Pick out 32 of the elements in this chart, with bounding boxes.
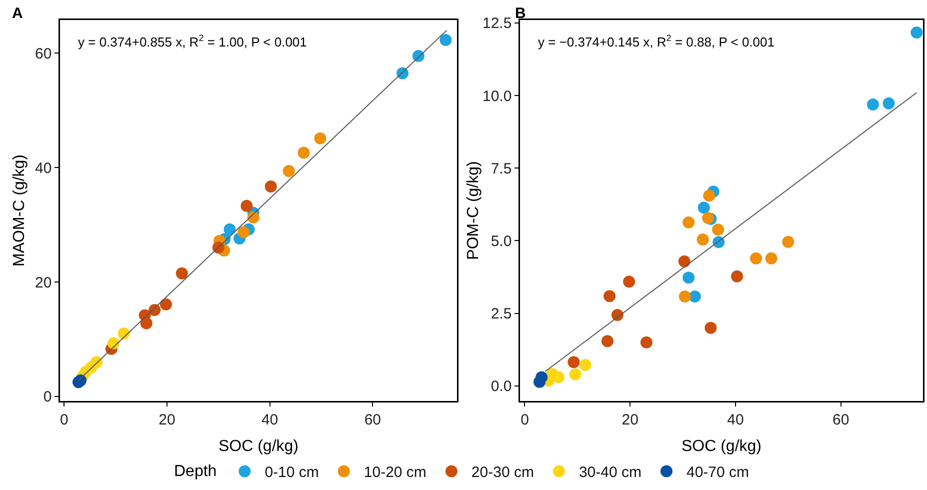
x-tick-label: 40 [261,411,278,428]
x-tick-label: 60 [832,411,850,428]
x-tick-label: 20 [622,411,638,428]
x-axis-title: SOC (g/kg) [218,438,299,455]
x-tick-label: 0 [520,411,529,428]
y-axis-title: POM-C (g/kg) [465,161,482,260]
x-axis-title: SOC (g/kg) [681,438,762,455]
y-tick-label: 2.5 [490,306,512,323]
x-tick-label: 40 [727,411,744,428]
y-tick-label: 60 [35,45,52,62]
y-tick-label: 20 [35,274,52,292]
y-tick-label: 0 [43,388,52,406]
y-tick-label: 7.5 [490,160,512,178]
y-tick-label: 10.0 [482,88,512,105]
legend-label: 0-10 cm [264,464,319,482]
legend-label: 40-70 cm [686,464,750,482]
x-tick-label: 60 [364,411,382,428]
legend-label: 30-40 cm [578,464,642,482]
annotation: y = −0.374+0.145 x, R$^{2}$ = 0.88, P < 0.001 [538,33,774,50]
legend-title: Depth [174,462,217,480]
annotation: y = 0.374+0.855 x, R$^{2}$ = 1.00, P < 0.001 [78,33,307,50]
chart-title: A [12,4,23,22]
legend-label: 10-20 cm [364,464,426,482]
x-tick-label: 0 [60,411,68,428]
chart-title: B [515,4,526,22]
y-tick-label: 40 [35,160,52,177]
x-tick-label: 20 [158,411,176,428]
y-tick-label: 5.0 [490,232,512,250]
y-tick-label: 0.0 [490,378,512,396]
y-axis-title: MAOM-C (g/kg) [11,154,28,266]
y-tick-label: 12.5 [482,15,512,32]
legend-label: 20-30 cm [471,464,534,482]
